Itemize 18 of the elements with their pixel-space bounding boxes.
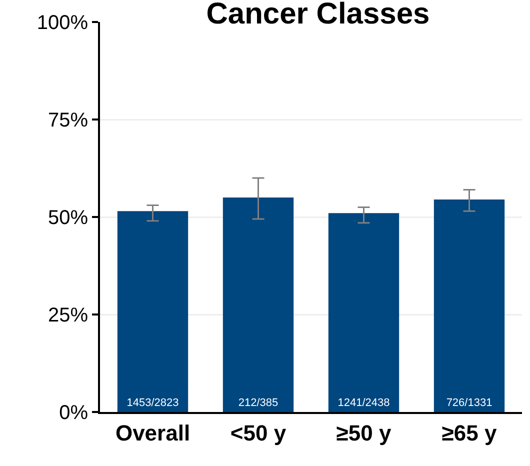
chart-title: Cancer Classes [206,0,430,30]
y-tick-label: 0% [59,402,88,424]
x-tick-label: ≥50 y [336,420,392,446]
y-tick-label: 100% [36,12,88,34]
data-label: 1453/2823 [126,397,179,409]
y-tick-label: 50% [48,207,88,229]
bar [328,213,400,412]
data-label: 212/385 [238,397,278,409]
bar [434,199,505,412]
data-label: 726/1331 [446,397,492,409]
y-tick-label: 25% [48,304,88,326]
y-tick-label: 75% [48,110,88,132]
bar [222,198,294,412]
x-tick-label: <50 y [230,420,287,446]
bar [117,211,188,412]
x-tick-label: Overall [115,420,190,446]
x-tick-label: ≥65 y [442,420,498,446]
data-label: 1241/2438 [338,397,390,409]
